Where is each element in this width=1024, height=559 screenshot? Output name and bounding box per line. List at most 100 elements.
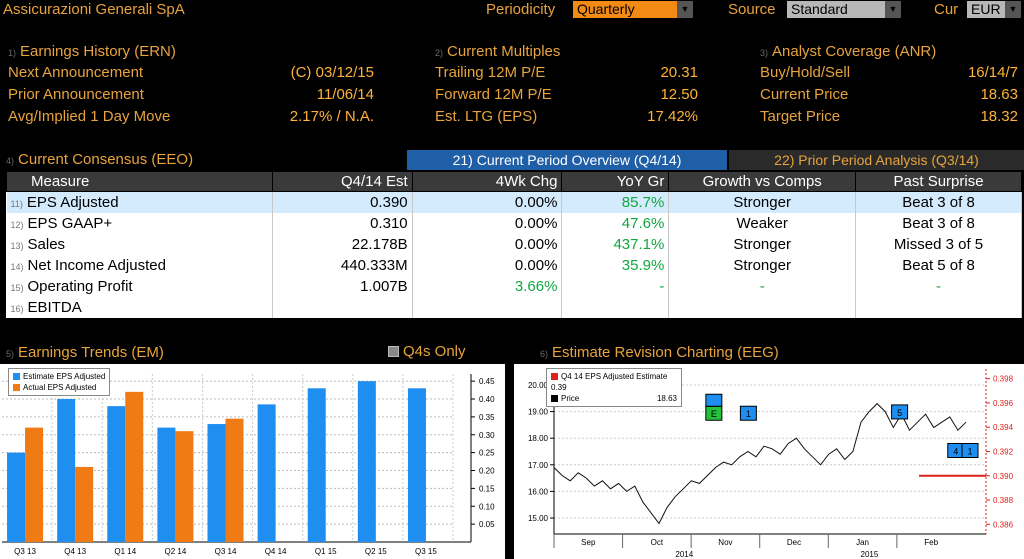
ern-label: Next Announcement: [8, 64, 144, 81]
em-actual-bar: [225, 418, 244, 542]
eeg-event-marker[interactable]: 1: [961, 443, 979, 458]
cell-measure: 15) Operating Profit: [6, 275, 273, 297]
em-estimate-bar: [357, 381, 376, 542]
col-growth-vs-comps[interactable]: Growth vs Comps: [668, 171, 857, 192]
cell-surprise: Beat 3 of 8: [855, 212, 1022, 234]
eeg-left-tick-label: 19.00: [528, 408, 549, 417]
ern-value: (C) 03/12/15: [290, 64, 374, 81]
eeg-legend-estimate-label: Q4 14 EPS Adjusted Estimate: [561, 372, 668, 381]
em-estimate-bar: [107, 406, 126, 542]
multiples-value: 12.50: [660, 86, 698, 103]
tab-current-period[interactable]: 21) Current Period Overview (Q4/14): [407, 150, 727, 170]
anr-title-text: Analyst Coverage (ANR): [772, 43, 937, 60]
eeg-event-marker[interactable]: 1: [739, 405, 757, 421]
multiples-value: 20.31: [660, 64, 698, 81]
eeg-event-marker[interactable]: 4: [947, 443, 965, 458]
ern-label: Prior Announcement: [8, 86, 144, 103]
em-ytick-label: 0.25: [479, 449, 495, 458]
multiples-title-text: Current Multiples: [447, 43, 561, 60]
cell-comps: Stronger: [668, 254, 857, 276]
eeg-month-label: Oct: [651, 538, 664, 547]
col-4wk-chg[interactable]: 4Wk Chg: [411, 171, 563, 192]
anr-section-title[interactable]: 3) Analyst Coverage (ANR): [760, 43, 936, 60]
cell-surprise: Beat 5 of 8: [855, 254, 1022, 276]
row-number: 15): [10, 282, 24, 293]
eeg-left-tick-label: 17.00: [528, 461, 549, 470]
eeg-event-marker[interactable]: E: [705, 405, 723, 421]
eeg-right-tick-label: 0.396: [993, 399, 1014, 408]
anr-label: Target Price: [760, 108, 841, 125]
anr-label: Current Price: [760, 86, 849, 103]
currency-select[interactable]: EUR: [967, 1, 1005, 18]
eeg-marker-stack: [705, 393, 723, 407]
em-ytick-label: 0.40: [479, 395, 495, 404]
cell-surprise: Missed 3 of 5: [855, 233, 1022, 255]
eeg-right-tick-label: 0.388: [993, 496, 1014, 505]
multiples-section-title[interactable]: 2) Current Multiples: [435, 43, 560, 60]
eeg-section-title[interactable]: 6) Estimate Revision Charting (EEG): [540, 344, 779, 361]
em-xtick-label: Q4 13: [64, 547, 86, 556]
col-measure[interactable]: Measure: [6, 171, 273, 192]
source-select[interactable]: Standard: [787, 1, 885, 18]
eeg-marker-label: E: [711, 409, 717, 419]
cell-yoy: 47.6%: [561, 212, 670, 234]
eeg-event-marker[interactable]: 5: [891, 404, 909, 420]
em-section-title[interactable]: 5) Earnings Trends (EM): [6, 344, 164, 361]
consensus-row[interactable]: 12) EPS GAAP+ 0.310 0.00% 47.6% Weaker Beat 3 …: [6, 212, 1022, 234]
ern-section-title[interactable]: 1) Earnings History (ERN): [8, 43, 176, 60]
consensus-row[interactable]: 13) Sales 22.178B 0.00% 437.1% Stronger Missed…: [6, 233, 1022, 255]
em-estimate-bar: [307, 388, 326, 542]
source-label: Source: [728, 1, 776, 18]
q4s-only-checkbox[interactable]: [388, 346, 399, 357]
eeg-month-label: Nov: [718, 538, 732, 547]
cell-measure: 13) Sales: [6, 233, 273, 255]
em-legend-actual: Actual EPS Adjusted: [13, 382, 105, 393]
periodicity-select[interactable]: Quarterly: [573, 1, 677, 18]
cell-yoy: 85.7%: [561, 191, 670, 213]
em-xtick-label: Q3 13: [14, 547, 36, 556]
eeg-legend-estimate-value: 0.39: [551, 383, 567, 392]
eeg-legend-estimate: Q4 14 EPS Adjusted Estimate 0.39: [551, 371, 677, 393]
eeg-marker-box: [739, 405, 757, 421]
consensus-row[interactable]: 15) Operating Profit 1.007B 3.66% - - -: [6, 275, 1022, 297]
source-dropdown-icon[interactable]: ▼: [885, 1, 901, 18]
measure-label: EPS GAAP+: [27, 214, 113, 232]
col-est[interactable]: Q4/14 Est: [271, 171, 413, 192]
eeg-marker-label: 1: [746, 409, 751, 419]
em-xtick-label: Q4 14: [265, 547, 287, 556]
consensus-section-title[interactable]: 4) Current Consensus (EEO): [6, 151, 193, 168]
col-yoy-gr[interactable]: YoY Gr: [561, 171, 670, 192]
em-ytick-label: 0.20: [479, 467, 495, 476]
periodicity-label: Periodicity: [486, 1, 556, 18]
periodicity-dropdown-icon[interactable]: ▼: [677, 1, 693, 18]
em-actual-bar: [125, 391, 144, 542]
eeg-legend: Q4 14 EPS Adjusted Estimate 0.39 Price 18…: [546, 368, 682, 407]
multiples-label: Forward 12M P/E: [435, 86, 552, 103]
eeg-month-label: Sep: [581, 538, 596, 547]
eeg-legend-estimate-swatch: [551, 373, 558, 381]
consensus-row[interactable]: 14) Net Income Adjusted 440.333M 0.00% 35.9%…: [6, 254, 1022, 276]
eeg-legend-price-value: 18.63: [656, 394, 677, 403]
consensus-row[interactable]: 11) EPS Adjusted 0.390 0.00% 85.7% Stronger Be…: [6, 191, 1022, 213]
eeg-right-tick-label: 0.386: [993, 520, 1014, 529]
eeg-left-tick-label: 16.00: [528, 487, 549, 496]
eeg-marker-label: 1: [968, 447, 973, 457]
cell-surprise: -: [855, 275, 1022, 297]
em-ytick-label: 0.10: [479, 502, 495, 511]
measure-label: EBITDA: [27, 298, 82, 316]
em-estimate-bar: [57, 399, 76, 542]
currency-dropdown-icon[interactable]: ▼: [1005, 1, 1021, 18]
eeg-marker-label: 5: [897, 408, 902, 418]
em-ytick-label: 0.35: [479, 413, 495, 422]
em-section-number: 5): [6, 349, 15, 359]
anr-label: Buy/Hold/Sell: [760, 64, 851, 81]
eeg-legend-price-swatch: [551, 395, 558, 403]
cell-measure: 11) EPS Adjusted: [6, 191, 273, 213]
consensus-row[interactable]: 16) EBITDA: [6, 296, 1022, 318]
cell-est: [272, 296, 413, 318]
cell-est: 0.310: [272, 212, 413, 234]
ern-section-number: 1): [8, 48, 17, 58]
col-past-surprise[interactable]: Past Surprise: [855, 171, 1022, 192]
tab-prior-period[interactable]: 22) Prior Period Analysis (Q3/14): [729, 150, 1024, 170]
em-actual-bar: [75, 466, 94, 542]
